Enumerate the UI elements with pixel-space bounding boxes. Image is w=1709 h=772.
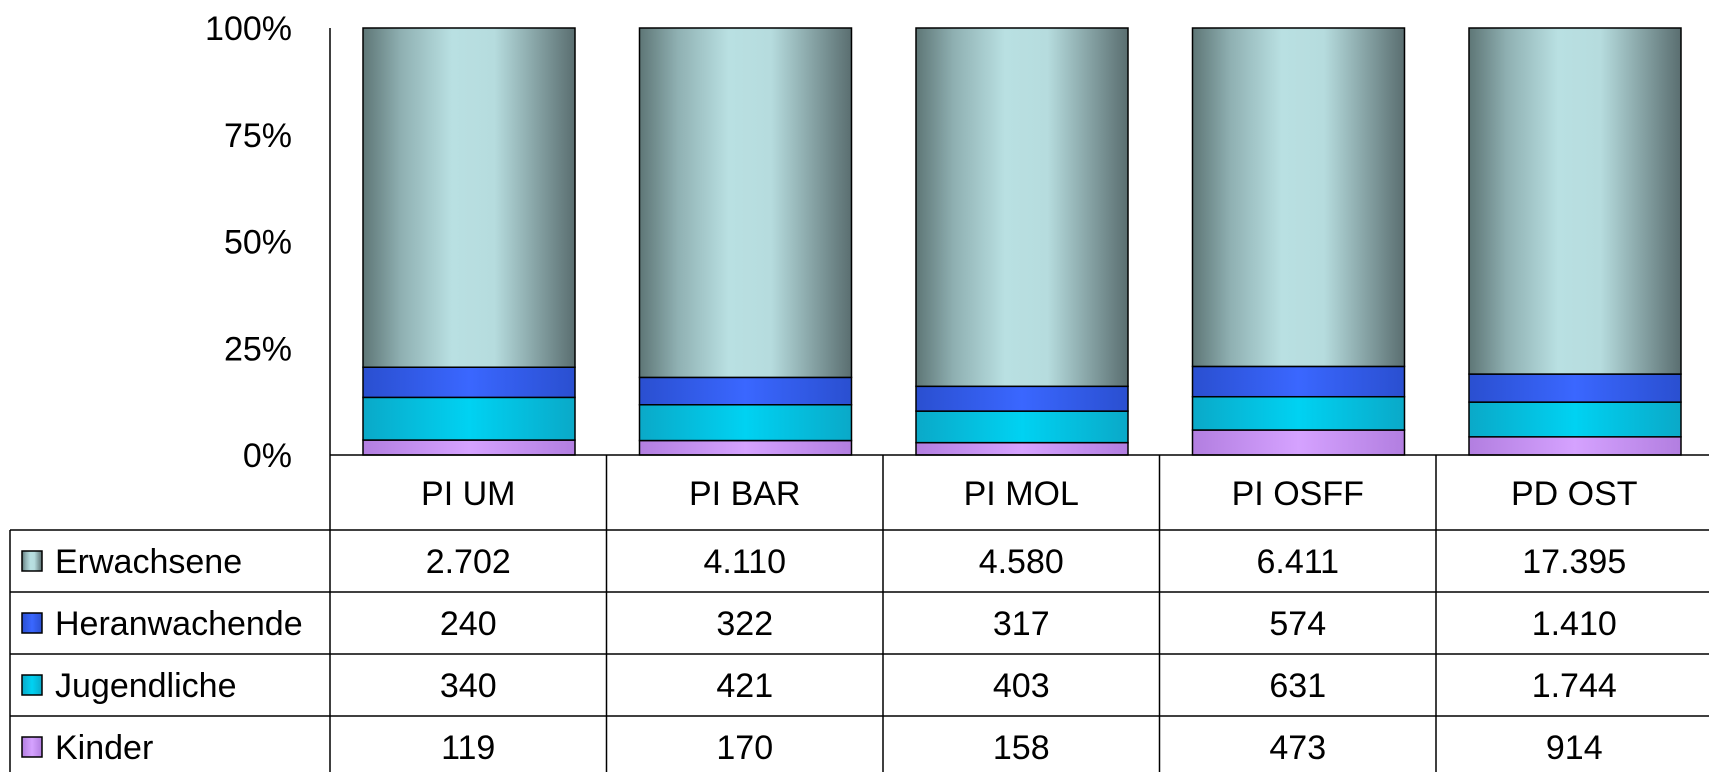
bar-heranwachende-pi-osff [1191,365,1406,398]
table-cell-jugendliche-pi-bar: 421 [716,667,773,705]
table-cell-jugendliche-pd-ost: 1.744 [1532,667,1617,705]
table-cell-jugendliche-pi-um: 340 [440,667,497,705]
legend-key-kinder [21,736,43,758]
y-tick-label: 50% [224,224,292,262]
legend-key-erwachsene [21,550,43,572]
y-tick-label: 0% [243,437,292,475]
bar-jugendliche-pi-bar [638,404,853,442]
bar-jugendliche-pi-mol [915,410,1129,444]
bar-erwachsene-pi-bar [638,27,853,379]
category-label-pd-ost: PD OST [1511,475,1638,513]
y-tick-label: 100% [205,10,292,48]
legend-key-heranwachende [21,612,43,634]
legend-label-erwachsene: Erwachsene [55,543,242,581]
table-cell-erwachsene-pi-um: 2.702 [426,543,511,581]
table-cell-erwachsene-pi-mol: 4.580 [979,543,1064,581]
category-label-pi-mol: PI MOL [964,475,1079,513]
table-cell-erwachsene-pd-ost: 17.395 [1522,543,1626,581]
legend-label-heranwachende: Heranwachende [55,605,303,643]
table-cell-kinder-pi-bar: 170 [716,729,773,767]
table-cell-erwachsene-pi-osff: 6.411 [1256,543,1339,581]
bar-heranwachende-pi-um [362,366,576,399]
bar-kinder-pi-um [362,439,576,456]
table-cell-heranwachende-pi-um: 240 [440,605,497,643]
table-cell-jugendliche-pi-osff: 631 [1269,667,1326,705]
legend-key-jugendliche [21,674,43,696]
table-cell-kinder-pi-um: 119 [441,729,495,767]
table-cell-kinder-pi-mol: 158 [993,729,1050,767]
bar-kinder-pi-mol [915,441,1129,456]
bar-erwachsene-pi-mol [915,27,1129,388]
bar-heranwachende-pd-ost [1468,373,1682,403]
bar-heranwachende-pi-bar [638,376,853,406]
table-cell-jugendliche-pi-mol: 403 [993,667,1050,705]
legend-label-kinder: Kinder [55,729,153,767]
category-label-pi-osff: PI OSFF [1232,475,1364,513]
bar-jugendliche-pd-ost [1468,401,1682,438]
table-cell-erwachsene-pi-bar: 4.110 [703,543,786,581]
table-cell-heranwachende-pi-osff: 574 [1269,605,1326,643]
bar-jugendliche-pi-um [362,396,576,441]
table-cell-heranwachende-pd-ost: 1.410 [1532,605,1617,643]
bar-kinder-pi-bar [638,439,853,456]
bar-kinder-pd-ost [1468,436,1682,456]
bar-kinder-pi-osff [1191,429,1406,456]
bar-erwachsene-pi-um [362,27,576,368]
legend-label-jugendliche: Jugendliche [55,667,236,705]
bar-heranwachende-pi-mol [915,385,1129,412]
bar-erwachsene-pi-osff [1191,27,1406,368]
table-cell-heranwachende-pi-mol: 317 [993,605,1050,643]
bar-jugendliche-pi-osff [1191,395,1406,431]
category-label-pi-um: PI UM [421,475,515,513]
category-label-pi-bar: PI BAR [689,475,800,513]
table-cell-kinder-pd-ost: 914 [1546,729,1603,767]
table-cell-kinder-pi-osff: 473 [1269,729,1326,767]
y-tick-label: 75% [224,117,292,155]
table-cell-heranwachende-pi-bar: 322 [716,605,773,643]
y-tick-label: 25% [224,330,292,368]
bar-erwachsene-pd-ost [1468,27,1682,375]
